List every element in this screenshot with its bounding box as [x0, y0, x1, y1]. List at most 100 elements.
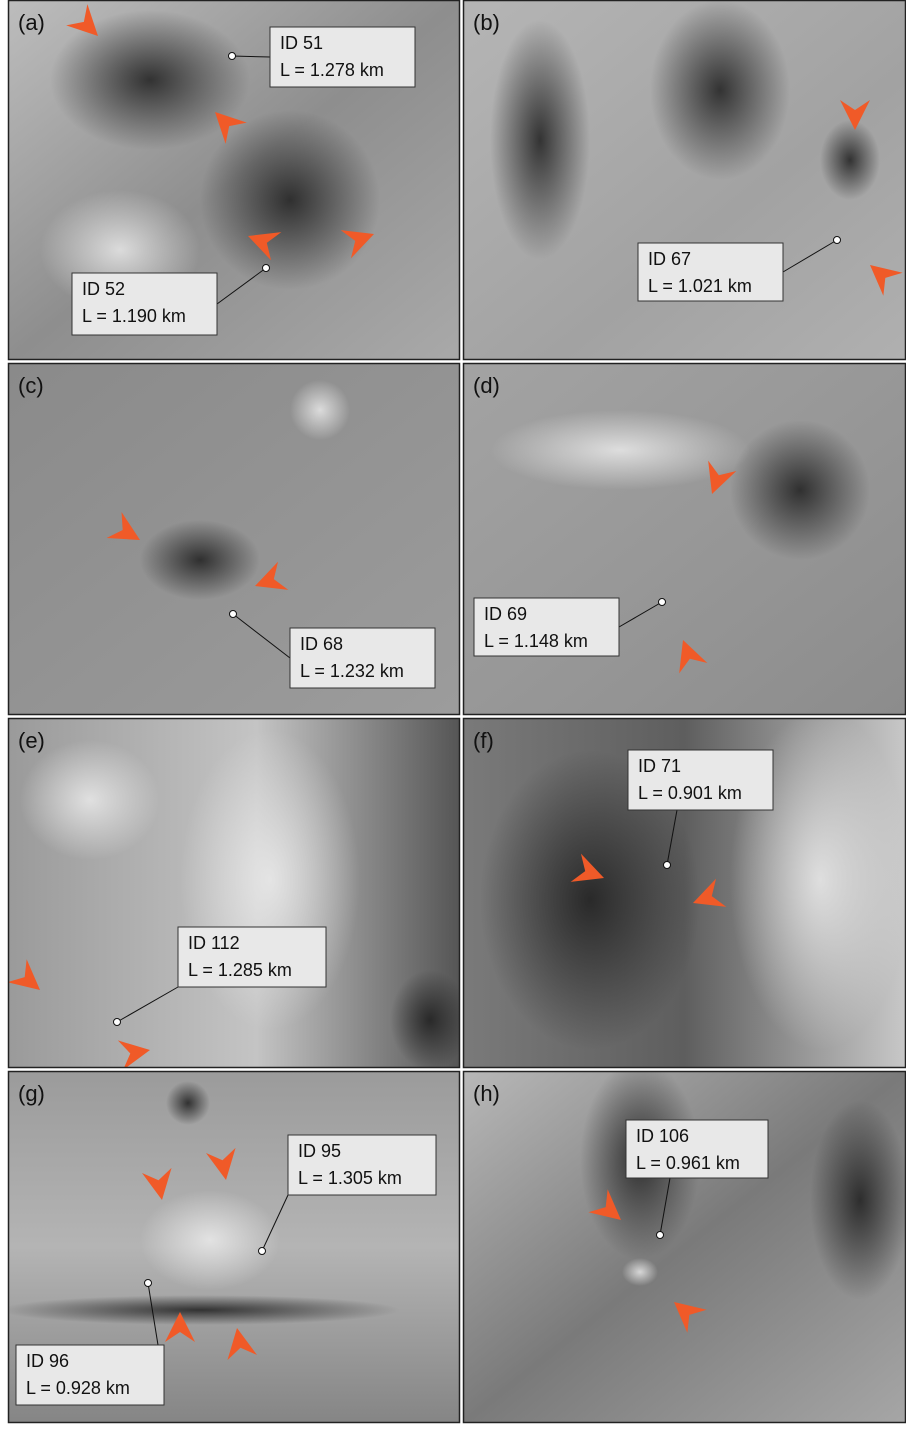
- leader-dot: [229, 610, 237, 618]
- panel-letter: (h): [473, 1081, 500, 1106]
- leader-line: [147, 1282, 159, 1346]
- callout-length: L = 0.961 km: [636, 1153, 740, 1173]
- callout-length: L = 0.901 km: [638, 783, 742, 803]
- panel: (h) ID 106 L = 0.961 km: [462, 1070, 906, 1424]
- callout-length: L = 1.305 km: [298, 1168, 402, 1188]
- terrain: [140, 1190, 280, 1290]
- callout-box: [177, 926, 327, 988]
- callout-box: [473, 597, 620, 657]
- panel-border: [7, 1070, 461, 1424]
- callout-length: L = 1.148 km: [484, 631, 588, 651]
- callout-length: L = 1.278 km: [280, 60, 384, 80]
- terrain: [820, 120, 880, 200]
- arrowhead: [165, 1312, 195, 1342]
- panel-border: [7, 0, 461, 361]
- callout-box: [289, 627, 436, 689]
- panel: (a) ID 51 L = 1.278 km ID 52 L = 1.190 km: [7, 0, 461, 361]
- panel-image: [463, 363, 906, 715]
- leader-line: [261, 1194, 289, 1252]
- leader-dot: [228, 52, 236, 60]
- callout-id: ID 112: [188, 933, 240, 953]
- leader-line: [666, 809, 678, 866]
- callout-id: ID 67: [648, 249, 691, 269]
- panel: (f) ID 71 L = 0.901 km: [462, 717, 906, 1069]
- leader-dot: [113, 1018, 121, 1026]
- callout-box: [627, 749, 774, 811]
- callout-id: ID 71: [638, 756, 681, 776]
- callout-box: [287, 1134, 437, 1196]
- leader-dot: [833, 236, 841, 244]
- terrain: [490, 20, 590, 260]
- leader-line: [216, 267, 267, 305]
- callout-box: [637, 242, 784, 302]
- panel-image: [463, 0, 906, 360]
- arrowhead: [117, 1040, 150, 1068]
- leader-line: [232, 613, 291, 659]
- arrowhead: [588, 1189, 621, 1220]
- terrain: [622, 1258, 658, 1286]
- terrain: [20, 740, 160, 860]
- arrowhead: [708, 460, 737, 494]
- terrain: [480, 750, 700, 1050]
- terrain: [166, 1081, 210, 1125]
- terrain: [810, 1100, 906, 1300]
- panel-image: [463, 1071, 906, 1423]
- leader-dot: [663, 861, 671, 869]
- terrain: [50, 10, 250, 150]
- terrain: [8, 1295, 400, 1325]
- panel-image: [8, 718, 460, 1068]
- arrowhead: [248, 232, 282, 261]
- callout-id: ID 69: [484, 604, 527, 624]
- leader-dot: [658, 598, 666, 606]
- callout-box: [15, 1344, 165, 1406]
- arrowhead: [142, 1167, 172, 1200]
- arrowhead: [870, 265, 903, 296]
- panel-letter: (e): [18, 728, 45, 753]
- callout-id: ID 51: [280, 33, 323, 53]
- leader-line: [231, 55, 271, 58]
- panel-letter: (g): [18, 1081, 45, 1106]
- callout-id: ID 96: [26, 1351, 69, 1371]
- panel-letter: (f): [473, 728, 494, 753]
- terrain: [140, 520, 260, 600]
- terrain: [490, 410, 750, 490]
- arrowhead: [693, 878, 727, 907]
- terrain: [200, 110, 380, 290]
- callout-length: L = 1.190 km: [82, 306, 186, 326]
- panel: (g) ID 95 L = 1.305 km ID 96 L = 0.928 km: [7, 1070, 461, 1424]
- arrowhead: [206, 1147, 236, 1180]
- leader-dot: [258, 1247, 266, 1255]
- arrowhead: [106, 512, 140, 540]
- panel: (b) ID 67 L = 1.021 km: [462, 0, 906, 361]
- arrowhead: [840, 100, 870, 130]
- callout-id: ID 95: [298, 1141, 341, 1161]
- panel-border: [7, 362, 461, 716]
- panel-letter: (a): [18, 10, 45, 35]
- arrowhead: [674, 1302, 707, 1333]
- callout-id: ID 68: [300, 634, 343, 654]
- arrowhead: [570, 853, 604, 882]
- terrain: [650, 0, 790, 180]
- callout-length: L = 1.232 km: [300, 661, 404, 681]
- leader-line: [618, 601, 663, 628]
- panel: (e) ID 112 L = 1.285 km: [7, 717, 461, 1069]
- leader-dot: [144, 1279, 152, 1287]
- callout-length: L = 1.021 km: [648, 276, 752, 296]
- panel: (d) ID 69 L = 1.148 km: [462, 362, 906, 716]
- callout-length: L = 1.285 km: [188, 960, 292, 980]
- callout-id: ID 52: [82, 279, 125, 299]
- arrowhead: [255, 561, 289, 590]
- panel-image: [463, 718, 906, 1068]
- leader-line: [116, 986, 179, 1023]
- leader-dot: [262, 264, 270, 272]
- terrain: [730, 718, 906, 1050]
- arrowhead: [679, 640, 708, 674]
- arrowhead: [8, 959, 40, 990]
- panel: (c) ID 68 L = 1.232 km: [7, 362, 461, 716]
- leader-line: [782, 239, 838, 273]
- callout-id: ID 106: [636, 1126, 689, 1146]
- callout-box: [269, 26, 416, 88]
- panel-letter: (b): [473, 10, 500, 35]
- arrowhead: [227, 1328, 257, 1361]
